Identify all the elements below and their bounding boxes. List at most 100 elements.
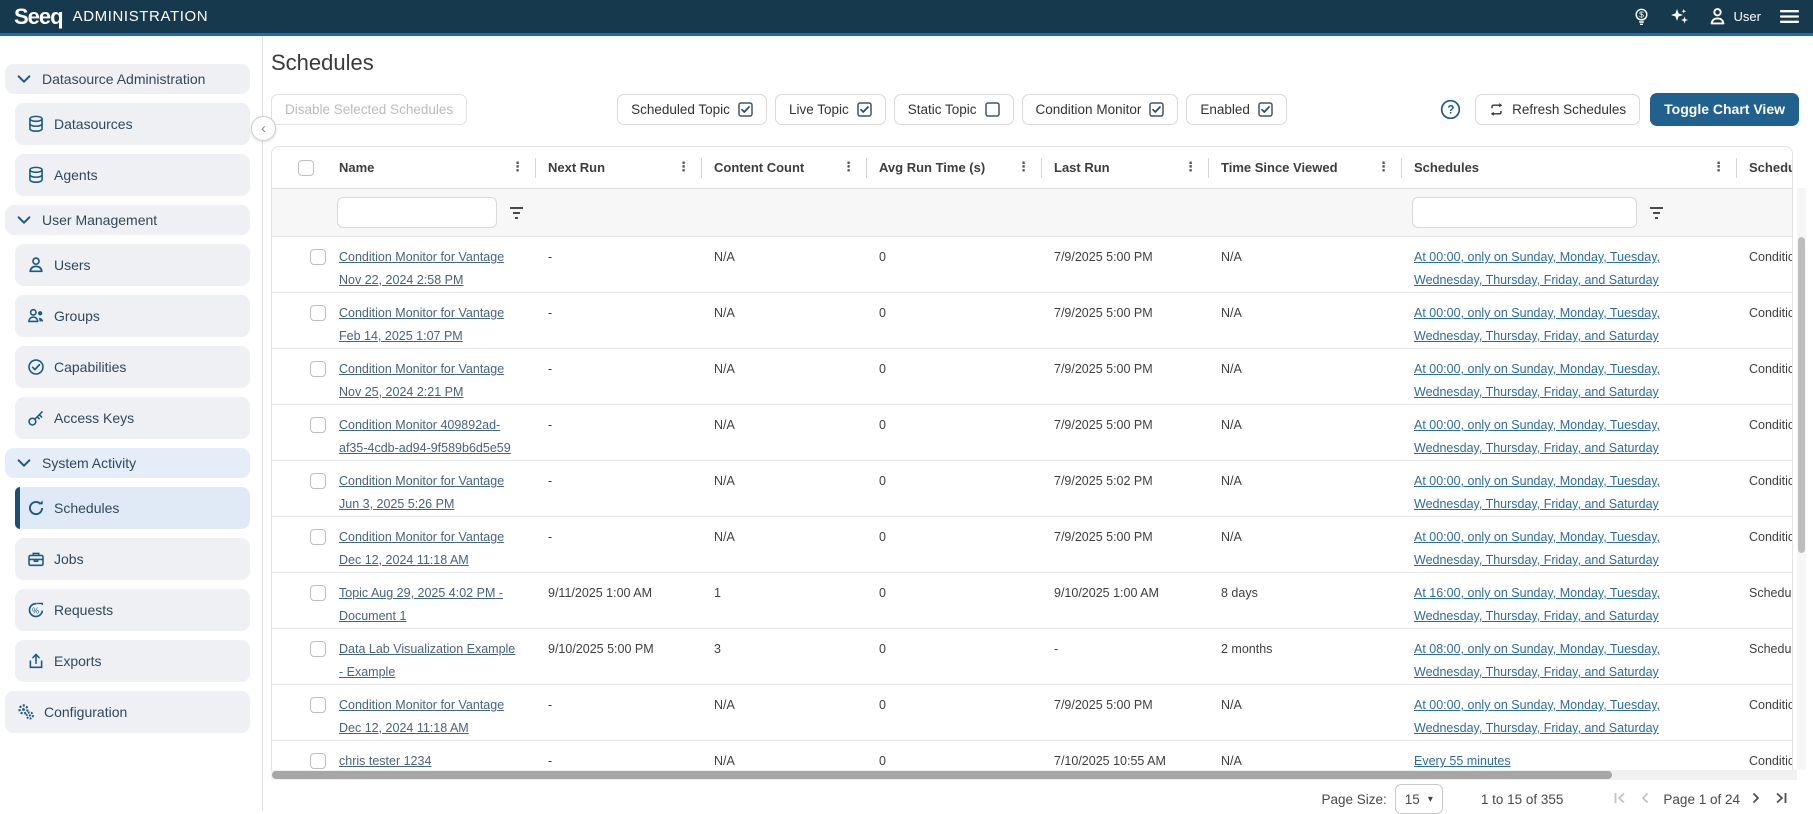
row-checkbox[interactable] <box>310 361 326 377</box>
table-row: Topic Aug 29, 2025 4:02 PM - Document 1 9… <box>272 573 1792 629</box>
sidebar-item-schedules[interactable]: Schedules <box>15 487 250 529</box>
schedule-name-link[interactable]: Condition Monitor for Vantage Nov 25, 20… <box>339 362 505 399</box>
cell-avg_run_time: 0 <box>879 418 886 432</box>
column-menu-icon[interactable]: ⋮ <box>1377 160 1390 175</box>
column-header-content-count[interactable]: Content Count ⋮ <box>702 147 867 188</box>
schedule-detail-link[interactable]: Every 55 minutes <box>1414 754 1511 768</box>
cell-next_run: 9/10/2025 5:00 PM <box>548 642 654 656</box>
schedule-detail-link[interactable]: At 00:00, only on Sunday, Monday, Tuesda… <box>1414 418 1660 455</box>
column-menu-icon[interactable]: ⋮ <box>1712 160 1725 175</box>
schedule-name-link[interactable]: chris tester 1234 <box>339 754 432 768</box>
schedule-name-link[interactable]: Condition Monitor for Vantage Jun 3, 202… <box>339 474 505 511</box>
refresh-schedules-button[interactable]: Refresh Schedules <box>1475 93 1641 125</box>
column-header-schedule-type[interactable]: Schedule Type⋮ <box>1737 147 1792 188</box>
cell-last_run: 7/9/2025 5:00 PM <box>1054 362 1153 376</box>
schedule-detail-link[interactable]: At 16:00, only on Sunday, Monday, Tuesda… <box>1414 586 1660 623</box>
help-icon[interactable]: ? <box>1440 99 1461 120</box>
filter-chip-condition-monitor[interactable]: Condition Monitor <box>1021 93 1179 125</box>
user-menu[interactable]: User <box>1708 7 1761 27</box>
column-menu-icon[interactable]: ⋮ <box>1017 160 1030 175</box>
sidebar-label: Agents <box>54 167 98 183</box>
sidebar-item-configuration[interactable]: Configuration <box>5 691 250 733</box>
schedule-name-link[interactable]: Condition Monitor 409892ad-af35-4cdb-ad9… <box>339 418 511 455</box>
sidebar-section-datasource-administration[interactable]: Datasource Administration <box>5 64 250 94</box>
previous-page-button[interactable] <box>1638 791 1654 807</box>
row-checkbox[interactable] <box>310 417 326 433</box>
toggle-chart-view-button[interactable]: Toggle Chart View <box>1650 92 1799 126</box>
column-menu-icon[interactable]: ⋮ <box>1184 160 1197 175</box>
row-checkbox[interactable] <box>310 529 326 545</box>
column-header-name[interactable]: Name ⋮ <box>327 147 536 188</box>
sidebar: Datasource Administration Datasources Agen… <box>0 36 263 811</box>
sidebar-item-access-keys[interactable]: Access Keys <box>15 397 250 439</box>
column-header-time-since-viewed[interactable]: Time Since Viewed ⋮ <box>1209 147 1402 188</box>
filter-chip-scheduled-topic[interactable]: Scheduled Topic <box>617 93 767 125</box>
schedule-detail-link[interactable]: At 08:00, only on Sunday, Monday, Tuesda… <box>1414 642 1660 679</box>
row-checkbox[interactable] <box>310 585 326 601</box>
schedule-detail-link[interactable]: At 00:00, only on Sunday, Monday, Tuesda… <box>1414 474 1660 511</box>
cell-avg_run_time: 0 <box>879 474 886 488</box>
sidebar-item-jobs[interactable]: Jobs <box>15 538 250 580</box>
sidebar-item-datasources[interactable]: Datasources <box>15 103 250 145</box>
sidebar-item-exports[interactable]: Exports <box>15 640 250 682</box>
cell-time_since_viewed: N/A <box>1221 474 1242 488</box>
hamburger-menu-icon[interactable] <box>1779 7 1799 27</box>
export-icon <box>27 652 45 670</box>
tips-lightbulb-icon[interactable]: $ <box>1632 7 1652 27</box>
schedule-name-link[interactable]: Topic Aug 29, 2025 4:02 PM - Document 1 <box>339 586 503 623</box>
schedule-detail-link[interactable]: At 00:00, only on Sunday, Monday, Tuesda… <box>1414 698 1660 735</box>
filter-chip-static-topic[interactable]: Static Topic <box>893 93 1014 125</box>
sidebar-item-users[interactable]: Users <box>15 244 250 286</box>
cell-name: Condition Monitor for Vantage Feb 14, 20… <box>327 293 536 348</box>
horizontal-scrollbar-thumb[interactable] <box>272 771 1612 779</box>
column-menu-icon[interactable]: ⋮ <box>842 160 855 175</box>
schedule-detail-link[interactable]: At 00:00, only on Sunday, Monday, Tuesda… <box>1414 530 1660 567</box>
database-icon <box>27 115 45 133</box>
row-checkbox[interactable] <box>310 697 326 713</box>
schedule-name-link[interactable]: Condition Monitor for Vantage Feb 14, 20… <box>339 306 505 343</box>
sidebar-label: Access Keys <box>54 410 135 426</box>
column-header-last-run[interactable]: Last Run ⋮ <box>1042 147 1209 188</box>
name-filter-funnel-icon[interactable] <box>509 206 524 220</box>
page-size-dropdown[interactable]: 15 ▾ <box>1394 784 1443 814</box>
filter-chip-enabled[interactable]: Enabled <box>1186 93 1287 125</box>
schedule-detail-link[interactable]: At 00:00, only on Sunday, Monday, Tuesda… <box>1414 306 1660 343</box>
row-checkbox[interactable] <box>310 473 326 489</box>
schedules-filter-funnel-icon[interactable] <box>1649 206 1664 220</box>
sidebar-item-agents[interactable]: Agents <box>15 154 250 196</box>
chip-label: Static Topic <box>907 101 977 117</box>
page-size-label: Page Size: <box>1321 791 1387 807</box>
sidebar-section-system-activity[interactable]: System Activity <box>5 448 250 478</box>
sidebar-section-user-management[interactable]: User Management <box>5 205 250 235</box>
next-page-button[interactable] <box>1749 791 1765 807</box>
last-page-button[interactable] <box>1774 791 1790 807</box>
row-checkbox[interactable] <box>310 753 326 769</box>
row-checkbox[interactable] <box>310 249 326 265</box>
column-menu-icon[interactable]: ⋮ <box>511 160 524 175</box>
schedules-filter-input[interactable] <box>1412 197 1637 228</box>
column-label: Avg Run Time (s) <box>879 160 986 175</box>
row-checkbox[interactable] <box>310 305 326 321</box>
sidebar-item-requests[interactable]: % Requests <box>15 589 250 631</box>
ai-sparkles-icon[interactable] <box>1670 7 1690 27</box>
schedule-detail-link[interactable]: At 00:00, only on Sunday, Monday, Tuesda… <box>1414 250 1660 287</box>
select-all-checkbox[interactable] <box>298 159 314 176</box>
sidebar-item-capabilities[interactable]: Capabilities <box>15 346 250 388</box>
column-header-next-run[interactable]: Next Run ⋮ <box>536 147 702 188</box>
vertical-scrollbar-thumb[interactable] <box>1798 237 1805 553</box>
schedule-detail-link[interactable]: At 00:00, only on Sunday, Monday, Tuesda… <box>1414 362 1660 399</box>
filter-chip-live-topic[interactable]: Live Topic <box>774 93 886 125</box>
column-header-avg-run-time-s[interactable]: Avg Run Time (s) ⋮ <box>867 147 1042 188</box>
schedule-name-link[interactable]: Condition Monitor for Vantage Dec 12, 20… <box>339 698 505 735</box>
column-menu-icon[interactable]: ⋮ <box>677 160 690 175</box>
sidebar-item-groups[interactable]: Groups <box>15 295 250 337</box>
name-filter-input[interactable] <box>337 197 497 228</box>
first-page-button[interactable] <box>1613 791 1629 807</box>
schedule-name-link[interactable]: Data Lab Visualization Example - Example <box>339 642 516 679</box>
sidebar-collapse-button[interactable]: ‹ <box>251 116 276 141</box>
column-header-schedules[interactable]: Schedules ⋮ <box>1402 147 1737 188</box>
schedule-name-link[interactable]: Condition Monitor for Vantage Nov 22, 20… <box>339 250 505 287</box>
schedule-name-link[interactable]: Condition Monitor for Vantage Dec 12, 20… <box>339 530 505 567</box>
row-checkbox[interactable] <box>310 641 326 657</box>
disable-selected-schedules-button[interactable]: Disable Selected Schedules <box>271 93 468 125</box>
